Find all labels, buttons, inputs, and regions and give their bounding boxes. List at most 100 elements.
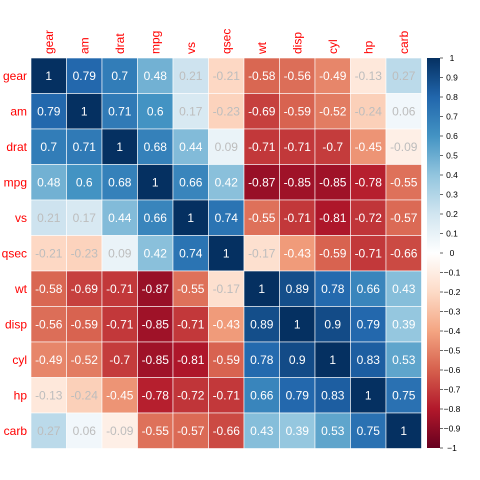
- cell-value-label: -0.7: [322, 140, 343, 154]
- cell-value-label: -0.78: [355, 175, 383, 189]
- cell-value-label: -0.49: [35, 353, 63, 367]
- heatmap-cells: 1 0.79 0.7 0.48 0.21 -0.21 -0.58 -0.56 -0.49 -0.1…: [30, 57, 422, 449]
- heatmap-cell-carb-drat: [101, 412, 138, 449]
- heatmap-cell-wt-qsec: [208, 270, 245, 307]
- heatmap-cell-am-drat: [101, 93, 138, 130]
- heatmap-cell-am-cyl: [314, 93, 351, 130]
- heatmap-cell-am-hp: [350, 93, 387, 130]
- heatmap-cell-qsec-gear: [30, 235, 67, 272]
- heatmap-cell-qsec-qsec: [208, 235, 245, 272]
- heatmap-cell-gear-hp: [350, 57, 387, 94]
- cell-value-label: 0.75: [392, 388, 416, 402]
- heatmap-cell-disp-disp: [279, 306, 316, 343]
- cell-value-label: -0.13: [35, 388, 63, 402]
- cell-value-label: 0.66: [144, 211, 168, 225]
- cell-value-label: 0.39: [286, 424, 310, 438]
- column-label-gear: gear: [42, 30, 56, 54]
- cell-value-label: -0.85: [319, 175, 347, 189]
- cell-value-label: 0.74: [215, 211, 239, 225]
- cell-value-label: 0.89: [250, 317, 274, 331]
- cell-value-label: 0.42: [144, 246, 168, 260]
- cell-value-label: -0.09: [390, 140, 418, 154]
- heatmap-cell-cyl-cyl: [314, 341, 351, 378]
- cell-value-label: 0.06: [73, 424, 97, 438]
- cell-value-label: -0.59: [319, 246, 347, 260]
- cell-value-label: -0.56: [35, 317, 63, 331]
- cell-value-label: 0.78: [250, 353, 274, 367]
- heatmap-cell-hp-qsec: [208, 377, 245, 414]
- cell-value-label: 0.17: [73, 211, 97, 225]
- cell-value-label: -0.71: [284, 211, 312, 225]
- cell-value-label: 1: [329, 353, 336, 367]
- heatmap-cell-wt-drat: [101, 270, 138, 307]
- cell-value-label: 0.6: [147, 104, 164, 118]
- heatmap-cell-cyl-hp: [350, 341, 387, 378]
- heatmap-cell-hp-carb: [385, 377, 422, 414]
- cell-value-label: 0.71: [73, 140, 97, 154]
- color-legend-tick-label: −0.2: [444, 287, 461, 297]
- heatmap-cell-mpg-drat: [101, 164, 138, 201]
- heatmap-cell-drat-cyl: [314, 128, 351, 165]
- heatmap-cell-carb-gear: [30, 412, 67, 449]
- heatmap-cell-hp-gear: [30, 377, 67, 414]
- cell-value-label: 0.75: [357, 424, 381, 438]
- color-legend-tick-label: −0.5: [444, 346, 461, 356]
- heatmap-cell-carb-cyl: [314, 412, 351, 449]
- column-label-wt: wt: [255, 41, 269, 55]
- cell-value-label: -0.09: [106, 424, 134, 438]
- heatmap-cell-disp-vs: [172, 306, 209, 343]
- cell-value-label: -0.49: [319, 69, 347, 83]
- cell-value-label: 1: [187, 211, 194, 225]
- heatmap-cell-am-wt: [243, 93, 280, 130]
- heatmap-cell-wt-carb: [385, 270, 422, 307]
- heatmap-cell-vs-cyl: [314, 199, 351, 236]
- heatmap-cell-cyl-qsec: [208, 341, 245, 378]
- color-legend-bar: [427, 58, 440, 448]
- cell-value-label: -0.78: [142, 388, 170, 402]
- heatmap-cell-vs-gear: [30, 199, 67, 236]
- heatmap-cell-wt-mpg: [137, 270, 174, 307]
- cell-value-label: 0.66: [357, 282, 381, 296]
- cell-value-label: -0.71: [177, 317, 205, 331]
- row-label-cyl: cyl: [12, 353, 27, 367]
- heatmap-cell-disp-am: [66, 306, 103, 343]
- cell-value-label: 0.66: [179, 175, 203, 189]
- cell-value-label: -0.24: [71, 388, 99, 402]
- cell-value-label: -0.66: [213, 424, 241, 438]
- color-legend-tick-label: −0.6: [444, 365, 461, 375]
- cell-value-label: -0.81: [177, 353, 205, 367]
- heatmap-cell-vs-mpg: [137, 199, 174, 236]
- cell-value-label: 0.44: [179, 140, 203, 154]
- heatmap-cell-cyl-wt: [243, 341, 280, 378]
- heatmap-cell-mpg-carb: [385, 164, 422, 201]
- cell-value-label: 1: [116, 140, 123, 154]
- cell-value-label: -0.71: [106, 282, 134, 296]
- color-legend-tick-label: −0.8: [444, 404, 461, 414]
- row-label-disp: disp: [5, 317, 27, 331]
- column-label-am: am: [77, 37, 91, 54]
- column-labels: gear am drat mpg vs qsec wt disp cyl hp carb: [42, 29, 411, 55]
- cell-value-label: -0.71: [355, 246, 383, 260]
- cell-value-label: -0.21: [213, 69, 241, 83]
- cell-value-label: 0.68: [108, 175, 132, 189]
- cell-value-label: 0.78: [321, 282, 345, 296]
- color-legend-tick-label: −1: [447, 443, 457, 453]
- cell-value-label: 1: [81, 104, 88, 118]
- heatmap-cell-cyl-disp: [279, 341, 316, 378]
- heatmap-cell-vs-vs: [172, 199, 209, 236]
- cell-value-label: 0.53: [392, 353, 416, 367]
- cell-value-label: -0.24: [355, 104, 383, 118]
- color-legend-tick-label: −0.1: [444, 268, 461, 278]
- cell-value-label: 0.66: [250, 388, 274, 402]
- color-legend-tick-label: −0.3: [444, 307, 461, 317]
- heatmap-cell-disp-hp: [350, 306, 387, 343]
- heatmap-cell-mpg-wt: [243, 164, 280, 201]
- color-legend-tick-label: −0.4: [444, 326, 461, 336]
- cell-value-label: 0.7: [111, 69, 128, 83]
- cell-value-label: 0.43: [392, 282, 416, 296]
- cell-value-label: 0.6: [76, 175, 93, 189]
- cell-value-label: -0.23: [213, 104, 241, 118]
- cell-value-label: -0.72: [355, 211, 383, 225]
- cell-value-label: -0.52: [319, 104, 347, 118]
